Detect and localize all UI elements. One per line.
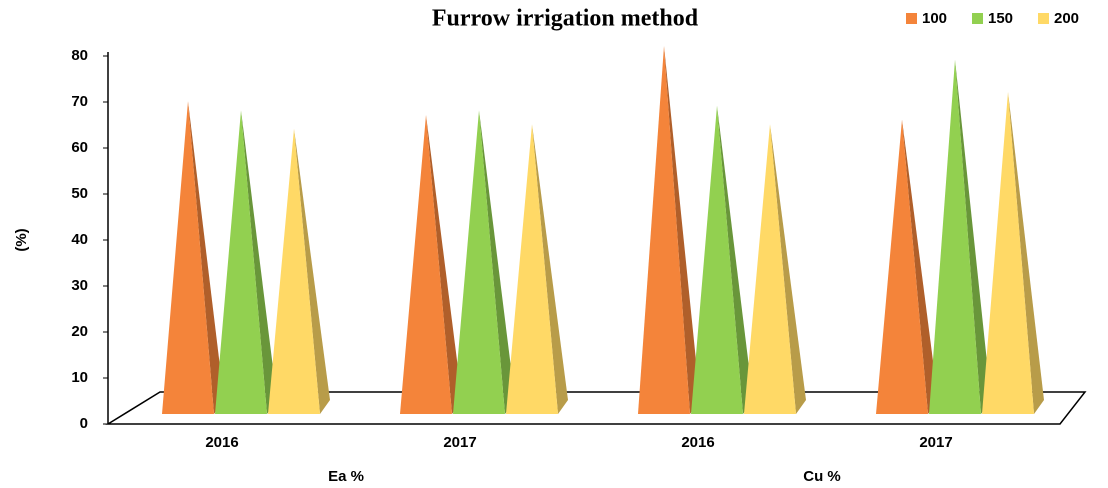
y-tick-label: 60 xyxy=(71,139,88,156)
pyramid-side xyxy=(717,105,753,415)
pyramid-side xyxy=(770,124,806,414)
y-tick-label: 30 xyxy=(71,277,88,294)
y-tick-label: 10 xyxy=(71,369,88,386)
pyramid xyxy=(876,119,938,414)
pyramid-front xyxy=(638,46,690,414)
pyramid-side xyxy=(955,59,991,415)
group-label: Cu % xyxy=(803,468,841,485)
pyramid-front xyxy=(691,105,743,415)
pyramid xyxy=(268,128,330,415)
legend-swatch xyxy=(906,13,917,24)
pyramid-side xyxy=(188,101,224,414)
pyramid xyxy=(400,115,462,414)
pyramid-front xyxy=(453,110,505,415)
pyramid-side xyxy=(241,110,277,415)
pyramid xyxy=(162,101,224,414)
pyramid-front xyxy=(506,124,558,414)
pyramid xyxy=(744,124,806,414)
floor xyxy=(105,391,1087,425)
y-axis-label: (%) xyxy=(13,228,30,251)
y-tick-label: 0 xyxy=(80,415,88,432)
pyramid-front xyxy=(400,115,452,414)
legend-swatch xyxy=(1038,13,1049,24)
x-tick-label: 2017 xyxy=(919,434,952,451)
chart-title: Furrow irrigation method xyxy=(432,6,699,32)
pyramid-side xyxy=(1008,92,1044,414)
pyramid-front xyxy=(876,119,928,414)
pyramid-side xyxy=(532,124,568,414)
legend-label: 200 xyxy=(1054,10,1079,27)
pyramid xyxy=(215,110,277,415)
x-tick-label: 2017 xyxy=(443,434,476,451)
x-tick-label: 2016 xyxy=(205,434,238,451)
pyramid xyxy=(691,105,753,415)
pyramid xyxy=(506,124,568,414)
pyramid-front xyxy=(929,59,981,415)
pyramid xyxy=(929,59,991,415)
y-tick-label: 20 xyxy=(71,323,88,340)
pyramid-front xyxy=(982,92,1034,414)
pyramid-front xyxy=(215,110,267,415)
group-label: Ea % xyxy=(328,468,364,485)
pyramid-front xyxy=(162,101,214,414)
legend-swatch xyxy=(972,13,983,24)
pyramid-side xyxy=(664,46,700,414)
pyramid-side xyxy=(294,128,330,415)
pyramid-side xyxy=(902,119,938,414)
pyramid-front xyxy=(744,124,796,414)
pyramid-side xyxy=(479,110,515,415)
pyramid xyxy=(453,110,515,415)
legend-label: 100 xyxy=(922,10,947,27)
pyramid-front xyxy=(268,128,320,415)
y-tick-label: 50 xyxy=(71,185,88,202)
y-tick-label: 70 xyxy=(71,93,88,110)
pyramid xyxy=(982,92,1044,414)
y-tick-label: 40 xyxy=(71,231,88,248)
pyramid xyxy=(638,46,700,414)
x-tick-label: 2016 xyxy=(681,434,714,451)
legend-label: 150 xyxy=(988,10,1013,27)
pyramid-side xyxy=(426,115,462,414)
y-tick-label: 80 xyxy=(71,47,88,64)
